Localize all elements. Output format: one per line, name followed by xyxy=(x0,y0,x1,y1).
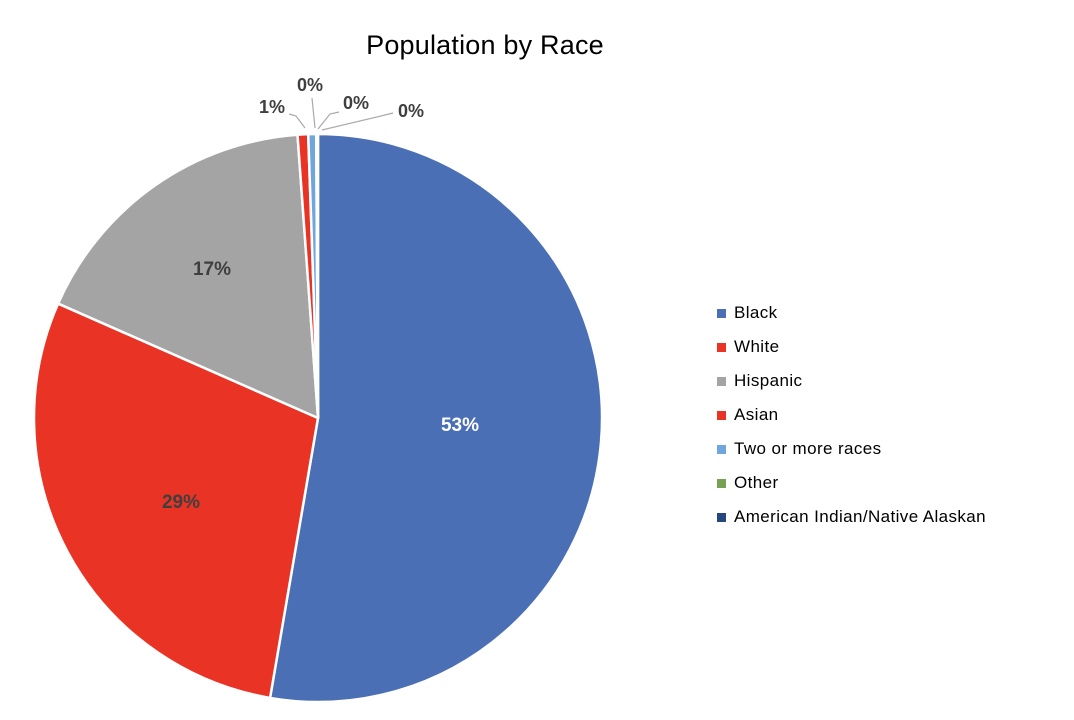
slice-label-white: 29% xyxy=(162,492,200,513)
legend-item-american-indian-native-alaskan[interactable]: American Indian/Native Alaskan xyxy=(717,500,986,534)
legend-swatch-icon xyxy=(717,342,726,352)
legend-item-other[interactable]: Other xyxy=(717,466,986,500)
pie-slice-hispanic[interactable] xyxy=(56,133,320,420)
legend-label: Two or more races xyxy=(734,439,882,458)
slice-callout-label: 1% xyxy=(259,97,285,117)
legend-label: Other xyxy=(734,473,779,492)
pie-slice-white[interactable] xyxy=(32,302,320,700)
legend-swatch-icon xyxy=(717,376,726,386)
legend-item-white[interactable]: White xyxy=(717,330,986,364)
legend-label: Hispanic xyxy=(734,371,803,390)
chart-title: Population by Race xyxy=(366,30,604,60)
legend-label: Black xyxy=(734,303,778,322)
leader-line xyxy=(288,113,306,129)
legend-swatch-icon xyxy=(717,308,726,318)
legend-swatch-icon xyxy=(717,444,726,454)
legend-item-asian[interactable]: Asian xyxy=(717,398,986,432)
leader-line xyxy=(321,112,394,131)
legend-item-black[interactable]: Black xyxy=(717,296,986,330)
legend-label: Asian xyxy=(734,405,779,424)
legend-label: American Indian/Native Alaskan xyxy=(734,507,987,526)
legend-swatch-icon xyxy=(717,512,726,522)
pie-slice-black[interactable] xyxy=(268,132,604,704)
legend-item-hispanic[interactable]: Hispanic xyxy=(717,364,986,398)
legend: Black White Hispanic Asian Two or more races… xyxy=(717,296,986,534)
legend-swatch-icon xyxy=(717,478,726,488)
leader-line xyxy=(317,111,340,130)
slice-callout-label: 0% xyxy=(297,75,323,95)
legend-label: White xyxy=(734,337,780,356)
legend-item-two-or-more-races[interactable]: Two or more races xyxy=(717,432,986,466)
legend-swatch-icon xyxy=(717,410,726,420)
slice-label-hispanic: 17% xyxy=(193,259,231,280)
leader-line xyxy=(311,97,316,129)
slice-callout-label: 0% xyxy=(398,101,424,121)
pie-slice-american-indian-native-alaskan[interactable] xyxy=(315,132,320,420)
slice-callout-label: 0% xyxy=(343,93,369,113)
slice-label-black: 53% xyxy=(441,415,479,436)
